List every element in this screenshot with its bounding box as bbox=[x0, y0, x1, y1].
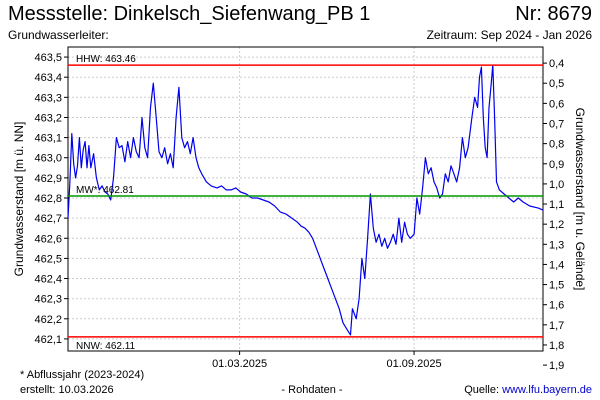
station-number: Nr: 8679 bbox=[515, 3, 592, 25]
y-right-tick-label: 0,6 bbox=[549, 98, 564, 110]
period-label: Zeitraum: Sep 2024 - Jan 2026 bbox=[426, 28, 592, 42]
y-tick-label: 462,2 bbox=[34, 314, 62, 326]
series-line bbox=[67, 64, 544, 336]
y-right-tick-label: 1,0 bbox=[549, 179, 564, 191]
y-tick-label: 463,4 bbox=[34, 72, 62, 84]
y-right-tick-label: 1,1 bbox=[549, 199, 564, 211]
y-right-tick-label: 1,4 bbox=[549, 259, 564, 271]
x-tick-label: 01.03.2025 bbox=[212, 358, 267, 370]
y-tick-label: 462,5 bbox=[34, 253, 62, 265]
y-right-tick-label: 1,9 bbox=[549, 360, 564, 372]
y-tick-label: 462,4 bbox=[34, 274, 62, 286]
y-right-tick-label: 0,7 bbox=[549, 119, 564, 131]
aquifer-label: Grundwasserleiter: bbox=[8, 28, 109, 42]
plot-frame bbox=[67, 46, 544, 352]
created-date: erstellt: 10.03.2026 bbox=[20, 384, 114, 396]
y-right-tick-label: 1,7 bbox=[549, 320, 564, 332]
y-right-tick-label: 1,8 bbox=[549, 340, 564, 352]
y-tick-label: 463,5 bbox=[34, 52, 62, 64]
reference-line-label: MW*: 462.81 bbox=[76, 185, 134, 196]
y-tick-label: 463,0 bbox=[34, 153, 62, 165]
chart-title: Messstelle: Dinkelsch_Siefenwang_PB 1 bbox=[8, 3, 371, 25]
y-tick-label: 462,7 bbox=[34, 213, 62, 225]
y-tick-label: 462,1 bbox=[34, 334, 62, 346]
reference-line-label: HHW: 463.46 bbox=[76, 54, 136, 65]
y-right-tick-label: 1,2 bbox=[549, 219, 564, 231]
x-tick-label: 01.09.2025 bbox=[387, 358, 442, 370]
rawdata-label: - Rohdaten - bbox=[281, 384, 343, 396]
y-tick-label: 462,6 bbox=[34, 233, 62, 245]
y-tick-label: 463,3 bbox=[34, 92, 62, 104]
source-credit: Quelle: www.lfu.bayern.de bbox=[464, 384, 592, 396]
y-tick-label: 463,1 bbox=[34, 133, 62, 145]
y-tick-label: 462,8 bbox=[34, 193, 62, 205]
y-tick-label: 463,2 bbox=[34, 112, 62, 124]
y-right-axis-title: Grundwasserstand [m u. Gelände] bbox=[573, 108, 587, 291]
y-right-tick-label: 0,5 bbox=[549, 78, 564, 90]
y-tick-label: 462,9 bbox=[34, 173, 62, 185]
y-right-tick-label: 0,9 bbox=[549, 159, 564, 171]
y-right-tick-label: 1,3 bbox=[549, 239, 564, 251]
footnote: * Abflussjahr (2023-2024) bbox=[20, 369, 145, 381]
y-axis-title: Grundwasserstand [m ü. NN] bbox=[12, 122, 26, 277]
source-prefix: Quelle: bbox=[464, 384, 500, 396]
y-right-tick-label: 1,6 bbox=[549, 300, 564, 312]
y-right-tick-label: 0,4 bbox=[549, 58, 564, 70]
reference-line-label: NNW: 462.11 bbox=[76, 341, 136, 352]
y-tick-label: 462,3 bbox=[34, 294, 62, 306]
y-right-tick-label: 1,5 bbox=[549, 280, 564, 292]
source-link[interactable]: www.lfu.bayern.de bbox=[502, 384, 592, 396]
y-right-tick-label: 0,8 bbox=[549, 139, 564, 151]
